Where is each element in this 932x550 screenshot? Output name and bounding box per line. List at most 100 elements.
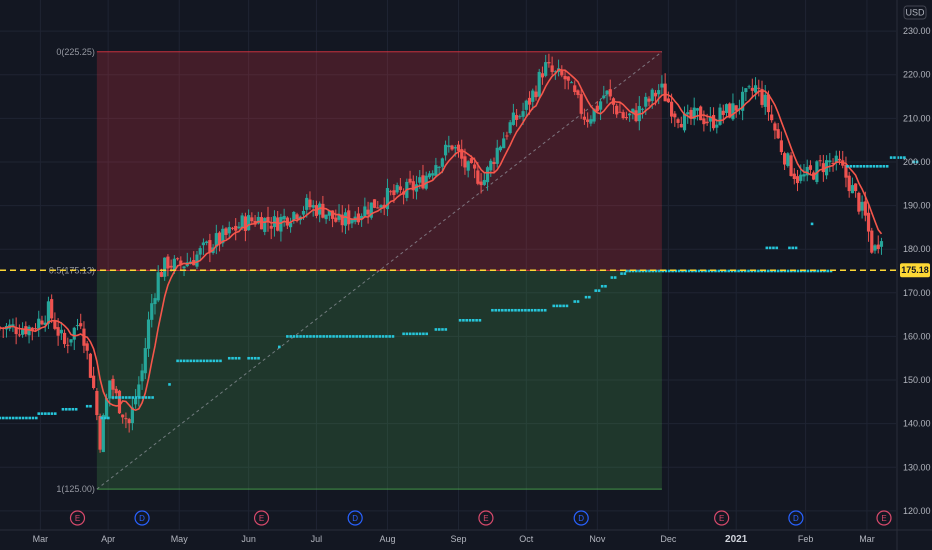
support-dot (325, 335, 329, 338)
fib-zone-upper (96, 51, 662, 271)
support-dot (896, 156, 900, 159)
support-dot (604, 284, 607, 288)
support-dot (168, 383, 171, 386)
support-dot (694, 269, 697, 273)
candle-body (873, 245, 877, 251)
price-tag-label: 175.18 (901, 265, 929, 275)
candle-body (408, 178, 412, 183)
earnings-marker (253, 510, 270, 526)
candle-body (127, 419, 131, 424)
support-dot (562, 304, 565, 308)
candle-body (711, 115, 716, 129)
candle-body (615, 105, 619, 115)
support-dot (0, 416, 2, 420)
candle-body (33, 328, 38, 330)
candle-body (657, 90, 661, 95)
candle-body (783, 153, 787, 165)
support-dot (765, 246, 769, 250)
candle-body (669, 101, 674, 117)
candle-body (369, 202, 373, 218)
support-dot (724, 269, 727, 273)
candle-body (104, 397, 109, 418)
candle-body (715, 124, 719, 128)
support-dot (289, 335, 292, 338)
support-dot (826, 269, 829, 273)
horizontal-price-line[interactable]: 175.18 (0, 263, 930, 278)
candle-body (563, 76, 567, 80)
candle-body (434, 165, 438, 176)
support-dot (44, 412, 47, 415)
candle-body (208, 240, 212, 253)
candle-body (456, 144, 461, 151)
candle-body (854, 183, 858, 192)
support-dot (654, 269, 658, 273)
candle-body (721, 110, 725, 115)
support-dot (425, 332, 429, 336)
earnings-marker (876, 510, 892, 526)
support-dot (408, 332, 412, 336)
candle-body (802, 174, 806, 177)
candle-body (708, 116, 712, 122)
support-dot (727, 269, 730, 273)
support-dot (799, 269, 803, 273)
support-dot (793, 269, 796, 273)
candle-body (230, 227, 235, 229)
support-dot (462, 318, 465, 322)
support-dot (507, 308, 511, 312)
support-dot (651, 269, 655, 273)
candle-body (50, 299, 54, 319)
candle-body (789, 155, 793, 176)
candle-body (647, 98, 651, 102)
candle-body (463, 156, 467, 168)
candle-body (75, 325, 80, 327)
candle-body (653, 92, 658, 97)
candle-body (201, 242, 206, 246)
support-dot (658, 269, 661, 273)
candle-body (101, 415, 105, 453)
event-marker-label: E (75, 514, 80, 523)
support-dot (737, 269, 740, 273)
support-dot (118, 396, 121, 399)
candle-body (62, 332, 67, 345)
support-dot (371, 335, 375, 338)
candle-body (179, 260, 183, 266)
support-dot (875, 165, 879, 168)
candle-body (292, 211, 296, 221)
earnings-marker (714, 510, 730, 526)
support-dot (537, 308, 540, 312)
support-dot (107, 416, 110, 420)
event-marker-label: E (719, 514, 724, 523)
support-dot (620, 272, 623, 275)
candle-body (431, 173, 435, 176)
support-dot (212, 359, 216, 363)
candle-body (337, 213, 341, 220)
candle-body (14, 327, 18, 335)
candle-body (757, 87, 761, 89)
support-dot (772, 246, 775, 250)
candle-body (489, 160, 493, 171)
candle-body (815, 161, 819, 183)
support-dot (148, 396, 151, 399)
support-dot (520, 308, 524, 312)
support-dot (434, 328, 438, 331)
candle-body (808, 165, 813, 170)
price-axis[interactable]: USD 120.00 130.00 140.00 150.00 160.00 170.00 1… (896, 0, 931, 550)
candle-body (269, 225, 273, 229)
candle-body (482, 179, 486, 185)
candle-body (534, 91, 538, 98)
support-dot (89, 404, 92, 408)
candle-body (479, 181, 483, 186)
support-dot (131, 396, 135, 399)
time-axis[interactable]: Mar Apr May Jun Jul Aug Sep Oct Nov Dec 2021 Feb Mar (0, 529, 932, 545)
fib-retracement[interactable]: 0(225.25)0.5(175.13)1(125.00) (49, 47, 663, 494)
candle-body (508, 122, 512, 134)
price-tick-label: 150.00 (903, 375, 931, 385)
support-dot (674, 269, 678, 273)
support-dot (465, 318, 469, 322)
support-dot (338, 335, 342, 338)
candle-body (544, 62, 548, 76)
candle-body (624, 117, 628, 119)
support-dot (205, 359, 209, 363)
candle-body (844, 164, 848, 178)
support-dot (809, 269, 813, 273)
